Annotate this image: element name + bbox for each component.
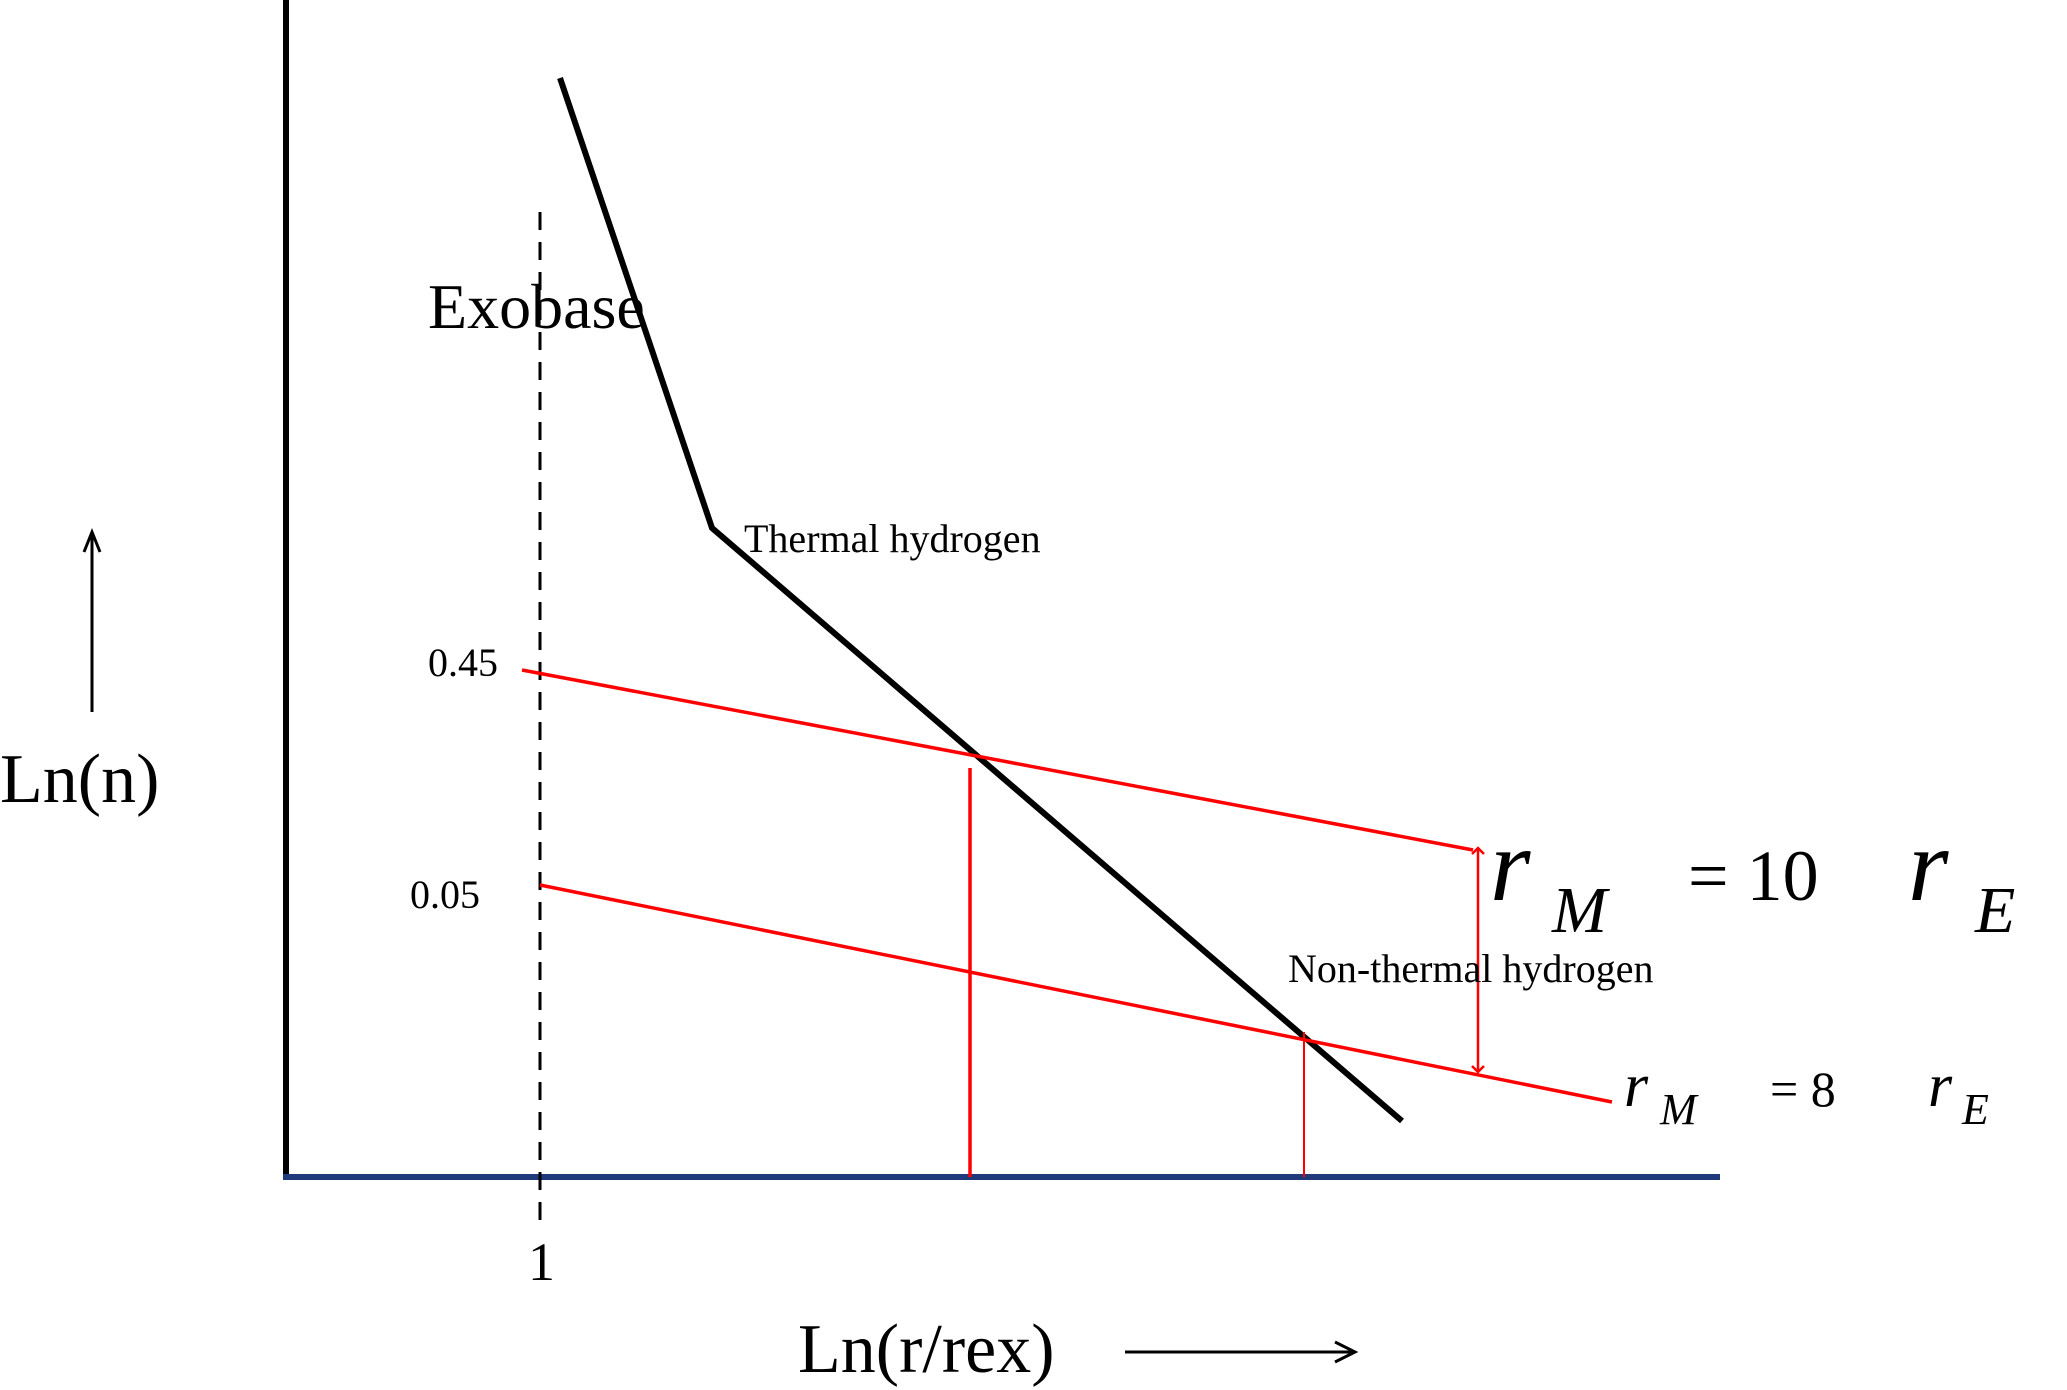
y-arrow-head [82,527,102,553]
upper-equation: r M = 10 r E [1490,808,2015,947]
lower-eq-equals: = 8 [1770,1061,1836,1117]
x-axis-label: Ln(r/rex) [798,1311,1055,1388]
upper-eq-sub-e: E [1974,874,2015,947]
lower-eq-sub-e: E [1961,1085,1989,1134]
tick-label-045: 0.45 [428,640,498,685]
lower-eq-r: r [1624,1052,1649,1120]
density-profile-line [557,77,1404,1124]
non-thermal-hydrogen-label: Non-thermal hydrogen [1288,946,1653,991]
tick-label-005: 0.05 [410,872,480,917]
y-axis-label: Ln(n) [0,741,159,818]
upper-eq-equals: = 10 [1688,836,1819,916]
exobase-label: Exobase [428,271,645,342]
lower-eq-sub-m: M [1659,1085,1699,1134]
lower-red-line [539,883,1613,1104]
x-arrow-head [1334,1340,1359,1364]
upper-eq-r2: r [1908,808,1949,923]
upper-eq-sub-m: M [1551,874,1611,947]
tick-label-1: 1 [528,1232,555,1292]
upper-red-line [521,668,1474,852]
lower-eq-r2: r [1928,1052,1953,1120]
upper-eq-r: r [1490,808,1531,923]
lower-equation: r M = 8 r E [1624,1052,1989,1134]
thermal-hydrogen-label: Thermal hydrogen [744,516,1041,561]
